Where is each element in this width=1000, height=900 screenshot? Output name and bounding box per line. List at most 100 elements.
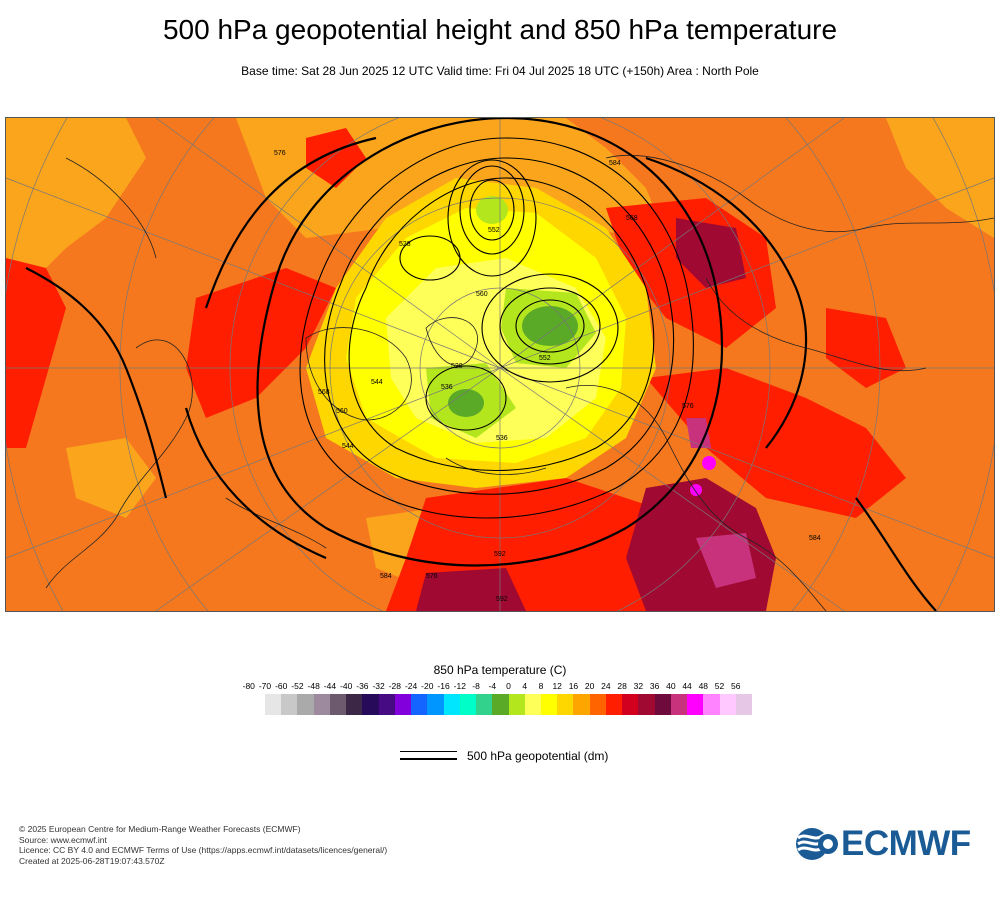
colorbar-swatch <box>281 694 298 715</box>
ecmwf-logo-icon <box>796 828 840 860</box>
contour-label: 528 <box>451 363 463 370</box>
colorbar-swatch <box>703 694 720 715</box>
colorbar-tick-label: -60 <box>275 681 288 691</box>
contour-label: 584 <box>380 573 392 580</box>
colorbar-tick-label: -32 <box>372 681 385 691</box>
contour-label: 560 <box>476 291 488 298</box>
contour-label: 584 <box>809 535 821 542</box>
colorbar-tick-label: -36 <box>356 681 369 691</box>
colorbar-tick-label: 8 <box>538 681 544 691</box>
colorbar-swatch <box>265 694 282 715</box>
colorbar-swatch <box>589 694 606 715</box>
colorbar-tick-label: -44 <box>323 681 337 691</box>
colorbar-tick-label: 4 <box>522 681 528 691</box>
colorbar-tick-label: -8 <box>472 681 480 691</box>
geopotential-contours <box>299 137 694 519</box>
colorbar-swatch <box>459 694 477 715</box>
colorbar-swatch <box>573 694 590 715</box>
map-panel: 584 552 528 536 576 560 544 568 592 584 … <box>5 117 995 612</box>
colorbar-swatch <box>411 694 428 715</box>
contour-label: 552 <box>539 355 551 362</box>
colorbar-swatch <box>670 694 688 715</box>
source-text: Source: www.ecmwf.int <box>19 834 107 845</box>
colorbar-tick-label: -48 <box>307 681 320 691</box>
contour-label: 528 <box>399 241 411 248</box>
chart-subtitle: Base time: Sat 28 Jun 2025 12 UTC Valid … <box>241 64 759 78</box>
colorbar-tick-label: -28 <box>388 681 402 691</box>
colorbar-swatch <box>524 694 541 715</box>
colorbar-swatch <box>605 694 623 715</box>
colorbar-tick-label: 44 <box>682 681 692 691</box>
ecmwf-logo-text: ECMWF <box>841 824 971 863</box>
colorbar-swatch <box>427 694 444 715</box>
cold-band-minus8-minus4 <box>448 306 578 417</box>
colorbar-tick-label: -52 <box>291 681 304 691</box>
contour-label: 568 <box>626 215 638 222</box>
colorbar-swatch <box>540 694 558 715</box>
contour-label: 552 <box>488 227 500 234</box>
contour-label: 568 <box>318 389 330 396</box>
licence-text: Licence: CC BY 4.0 and ECMWF Terms of Us… <box>19 845 388 855</box>
colorbar-tick-label: 20 <box>584 681 595 691</box>
contour-label: 584 <box>609 160 621 167</box>
colorbar-tick-label: 16 <box>568 681 579 691</box>
colorbar-swatch <box>654 694 671 715</box>
contour-label: 544 <box>371 379 383 386</box>
hot-band-32-36 <box>686 418 756 588</box>
colorbar-tick-label: -70 <box>258 681 272 691</box>
copyright-text: © 2025 European Centre for Medium-Range … <box>19 824 301 834</box>
colorbar-swatch <box>735 694 753 715</box>
colorbar-tick-label: -4 <box>488 681 497 691</box>
colorbar-tick-label: 52 <box>714 681 725 691</box>
geopotential-legend-label: 500 hPa geopotential (dm) <box>467 749 609 763</box>
contour-label: 536 <box>496 435 508 442</box>
graticule <box>6 118 994 611</box>
geopotential-legend-swatch <box>400 748 457 762</box>
contour-label: 560 <box>336 408 348 415</box>
contour-label: 592 <box>496 596 508 603</box>
colorbar-swatch <box>508 694 525 715</box>
contour-label: 544 <box>342 443 354 450</box>
colorbar-swatch <box>622 694 639 715</box>
colorbar-swatch <box>492 694 509 715</box>
colorbar-swatch <box>313 694 330 715</box>
colorbar-tick-label: 12 <box>552 681 562 691</box>
colorbar-tick-label: 40 <box>666 681 676 691</box>
colorbar-swatch <box>557 694 574 715</box>
colorbar-tick-label: 36 <box>649 681 660 691</box>
colorbar-tick-label: -40 <box>340 681 353 691</box>
colorbar-swatch <box>362 694 379 715</box>
colorbar-swatch <box>346 694 363 715</box>
colorbar-swatch <box>687 694 704 715</box>
chart-title: 500 hPa geopotential height and 850 hPa … <box>162 14 838 45</box>
geopotential-contours-bold <box>25 118 937 611</box>
colorbar <box>265 694 753 715</box>
colorbar-swatch <box>394 694 412 715</box>
temperature-map: 584 552 528 536 576 560 544 568 592 584 … <box>6 118 994 611</box>
colorbar-swatch <box>329 694 347 715</box>
colorbar-tick-label: 32 <box>633 681 644 691</box>
colorbar-tick-label: -20 <box>421 681 434 691</box>
colorbar-tick-label: 0 <box>506 681 511 691</box>
contour-label: 576 <box>274 150 286 157</box>
contour-label: 536 <box>441 384 453 391</box>
colorbar-tick-label: 48 <box>698 681 709 691</box>
colorbar-swatch <box>476 694 493 715</box>
contour-label-group: 584 552 528 536 576 560 544 568 592 584 … <box>274 150 821 603</box>
colorbar-swatch <box>638 694 655 715</box>
created-text: Created at 2025-06-28T19:07:43.570Z <box>19 855 165 866</box>
colorbar-swatch <box>297 694 314 715</box>
colorbar-tick-label: -80 <box>242 681 255 691</box>
colorbar-tick-label: 24 <box>601 681 611 691</box>
colorbar-tick-label: -16 <box>437 681 450 691</box>
ecmwf-logo: ECMWF <box>794 824 984 863</box>
colorbar-swatch <box>443 694 460 715</box>
colorbar-tick-label: 28 <box>617 681 627 691</box>
contour-label: 576 <box>682 403 694 410</box>
colorbar-ticks: -80 -70 -60 -52 -48 -44 -40 -36 -32 -28 -24 -20 -16-… <box>233 681 763 693</box>
colorbar-swatch <box>719 694 736 715</box>
colorbar-tick-label: -12 <box>453 681 466 691</box>
colorbar-tick-label: -24 <box>404 681 418 691</box>
contour-label: 592 <box>494 551 506 558</box>
colorbar-swatch <box>378 694 395 715</box>
